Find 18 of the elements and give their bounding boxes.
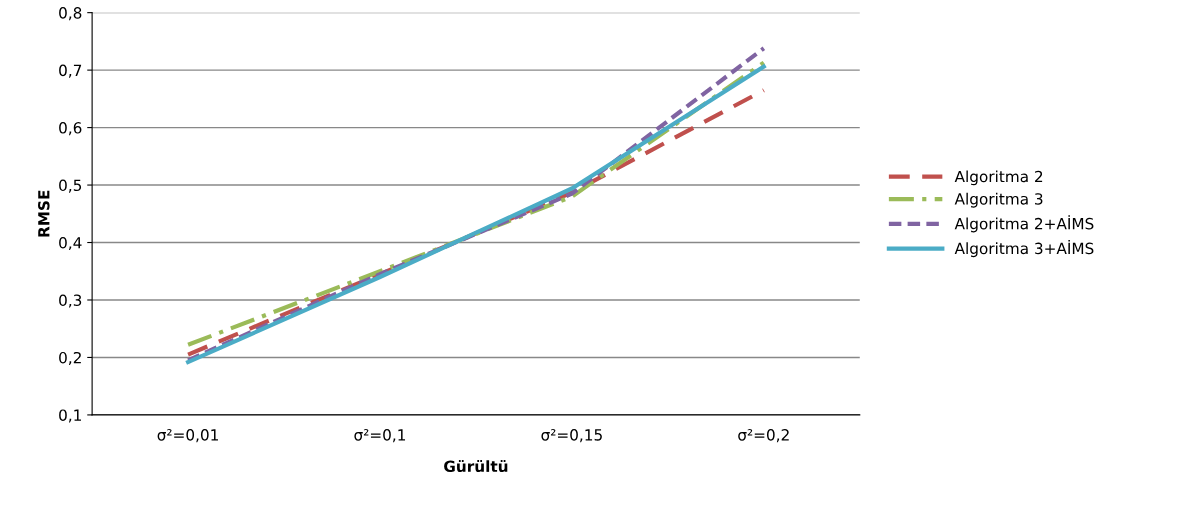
legend-label: Algoritma 2 [954, 170, 1043, 186]
y-tick-label: 0,4 [59, 236, 82, 251]
x-tick-label: σ²=0,01 [157, 429, 218, 443]
y-tick-label: 0,5 [59, 179, 82, 193]
y-tick-label: 0,7 [59, 64, 82, 78]
y-tick-label: 0,6 [59, 122, 82, 136]
legend-label: Algoritma 3+AİMS [954, 240, 1094, 258]
x-tick-label: σ²=0,15 [541, 429, 602, 443]
x-tick-label: σ²=0,1 [354, 429, 406, 443]
y-axis-title: RMSE [38, 190, 50, 237]
y-tick-label: 0,3 [59, 294, 82, 308]
y-tick-label: 0,1 [59, 409, 81, 423]
x-axis-title: Gürültü [444, 460, 508, 473]
legend-label: Algoritma 3 [954, 192, 1043, 208]
legend-label: Algoritma 2+AİMS [954, 215, 1094, 233]
y-tick-label: 0,8 [59, 7, 82, 21]
x-tick-label: σ²=0,2 [738, 429, 789, 443]
y-tick-label: 0,2 [59, 351, 81, 366]
